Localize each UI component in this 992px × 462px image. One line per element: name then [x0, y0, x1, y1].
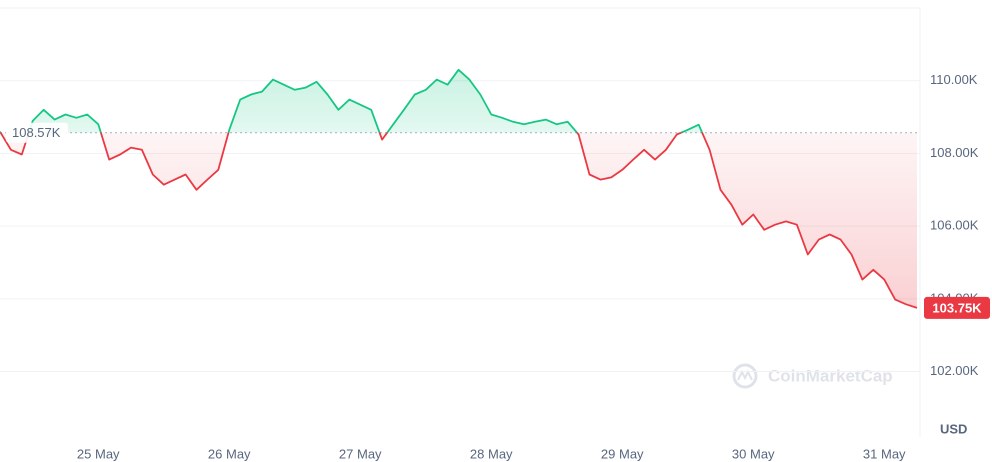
x-tick-label: 25 May — [77, 446, 120, 461]
x-tick-label: 26 May — [208, 446, 251, 461]
x-tick-label: 27 May — [339, 446, 382, 461]
y-tick-label: 108.00K — [930, 145, 979, 160]
y-tick-label: 106.00K — [930, 218, 979, 233]
baseline-tag: 108.57K — [6, 122, 68, 143]
price-line — [0, 68, 918, 309]
x-tick-label: 28 May — [470, 446, 513, 461]
x-tick-label: 30 May — [732, 446, 775, 461]
x-tick-label: 29 May — [601, 446, 644, 461]
price-area — [0, 69, 917, 308]
watermark: CoinMarketCap — [732, 363, 893, 389]
price-tag: 103.75K — [932, 300, 982, 315]
y-unit: USD — [940, 421, 967, 436]
baseline-label: 108.57K — [12, 125, 61, 140]
baseline-tag-bg — [6, 122, 68, 143]
y-tick-label: 110.00K — [930, 72, 978, 87]
x-tick-label: 31 May — [863, 446, 906, 461]
price-tag-bg — [924, 296, 990, 319]
y-tick-label: 102.00K — [930, 363, 979, 378]
watermark-text: CoinMarketCap — [768, 366, 893, 385]
